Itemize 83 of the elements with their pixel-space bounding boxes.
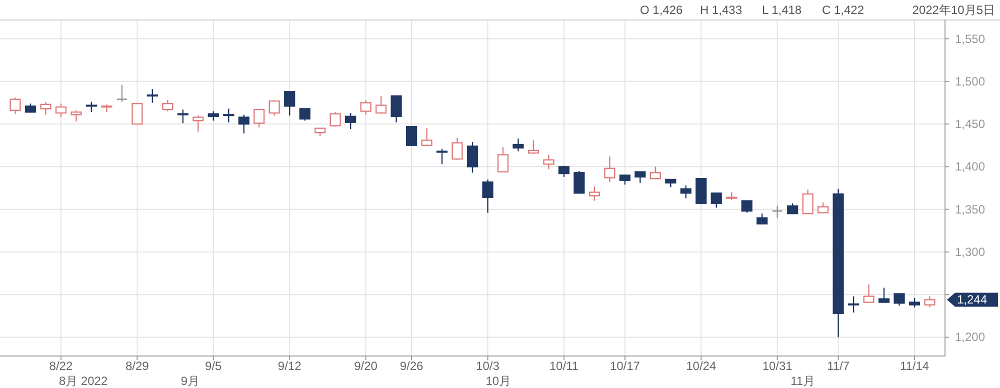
candlestick — [772, 205, 784, 218]
x-tick-label: 10/3 — [476, 359, 500, 373]
text: 1,244 — [957, 292, 988, 307]
candlestick — [436, 148, 448, 165]
candlestick — [482, 178, 494, 214]
x-tick-label: 9/5 — [205, 359, 222, 373]
candlestick — [421, 128, 432, 146]
candlestick — [345, 112, 356, 130]
candlestick — [132, 102, 143, 125]
candlestick — [512, 138, 524, 152]
candlestick — [802, 189, 814, 214]
candlestick — [162, 100, 174, 112]
candlestick — [116, 84, 128, 102]
y-tick-label: 1,350 — [955, 202, 986, 216]
candlestick — [177, 108, 188, 124]
x-tick-label: 10/17 — [610, 359, 640, 373]
candlestick — [86, 101, 98, 113]
x-tick-label: 9/12 — [278, 359, 302, 373]
y-tick-label: 1,500 — [955, 74, 986, 88]
candlestick — [40, 101, 52, 116]
candlestick — [497, 146, 509, 172]
candlestick — [390, 95, 402, 123]
y-tick-label: 1,550 — [955, 32, 986, 46]
candlestick — [299, 108, 310, 122]
candlestick — [848, 296, 860, 314]
candlestick — [146, 88, 158, 104]
candlestick — [528, 140, 540, 154]
candlestick — [452, 137, 463, 160]
x-tick-label: 8/22 — [49, 359, 73, 373]
candlestick — [406, 126, 418, 146]
candlestick — [284, 91, 296, 116]
x-tick-label: 11/7 — [827, 359, 850, 373]
text: 2022年10月5日 — [912, 3, 995, 17]
candlestick — [588, 186, 600, 202]
candlestick — [787, 202, 798, 214]
candlestick — [741, 200, 752, 214]
text: 10月 — [486, 374, 512, 388]
x-tick-label: 10/24 — [686, 359, 716, 373]
y-tick-label: 1,450 — [955, 117, 986, 132]
x-tick-label: 10/31 — [762, 359, 793, 373]
x-tick-label: 9/26 — [400, 359, 424, 373]
text: 8月 2022 — [58, 374, 108, 388]
candlestick — [466, 141, 478, 174]
candlestick — [710, 192, 722, 208]
candlestick — [375, 95, 387, 114]
candlestick — [192, 114, 204, 132]
text: L 1,418 — [762, 3, 802, 17]
candlestick — [55, 102, 67, 118]
candlestick — [650, 166, 661, 180]
candlestick — [894, 293, 905, 306]
candlestick — [254, 108, 265, 128]
y-tick-label: 1,200 — [955, 330, 986, 344]
candlestick — [543, 154, 554, 170]
candlestick — [70, 110, 82, 122]
y-tick-label: 1,400 — [955, 160, 986, 174]
candlestick — [680, 184, 692, 199]
candlestick — [878, 287, 890, 303]
text: O 1,426 — [640, 3, 684, 17]
text: H 1,433 — [700, 3, 742, 17]
x-tick-label: 8/29 — [126, 359, 150, 373]
y-tick-label: 1,300 — [955, 244, 986, 259]
x-tick-label: 11/14 — [900, 359, 930, 373]
candlestick — [574, 170, 585, 194]
text: 11月 — [790, 374, 816, 388]
candlestick — [924, 296, 936, 308]
candlestick — [223, 108, 234, 123]
candlestick — [756, 212, 768, 224]
candlestick — [619, 174, 630, 186]
candlestick — [10, 97, 21, 114]
candlestick — [268, 100, 280, 116]
candlestick — [238, 114, 250, 134]
candlestick — [634, 171, 646, 184]
candlestick — [208, 110, 219, 122]
text: 9月 — [180, 374, 200, 388]
candlestick — [908, 297, 920, 308]
x-tick-label: 10/11 — [549, 359, 579, 373]
candlestick — [604, 156, 616, 183]
candlestick — [330, 112, 341, 128]
candlestick — [863, 284, 874, 303]
candlestick — [818, 202, 829, 214]
x-tick-label: 9/20 — [354, 359, 378, 373]
candlestick — [360, 100, 372, 116]
text: C 1,422 — [822, 3, 864, 17]
